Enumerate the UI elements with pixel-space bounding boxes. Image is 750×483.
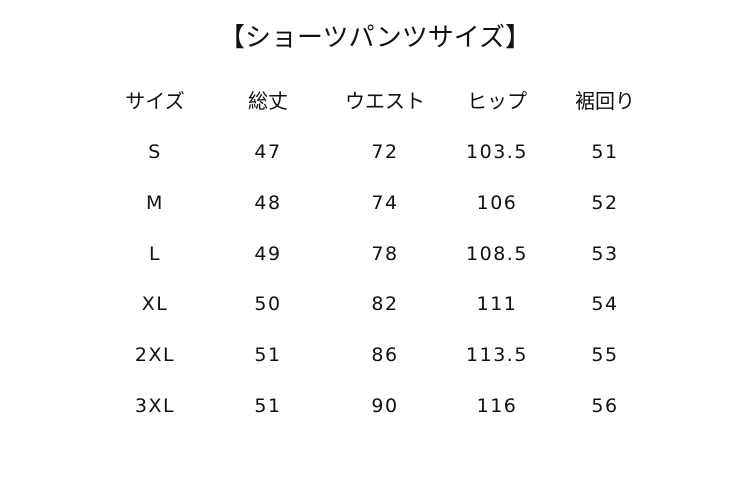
page-title: 【ショーツパンツサイズ】 [218, 23, 531, 53]
cell-waist: 72 [371, 141, 399, 163]
cell-total-length: 51 [254, 344, 282, 366]
column-header-hem: 裾回り [575, 89, 635, 113]
cell-hem: 55 [591, 344, 619, 366]
cell-hip: 103.5 [466, 141, 528, 163]
cell-waist: 90 [371, 395, 399, 417]
cell-waist: 86 [371, 344, 399, 366]
cell-size: 3XL [134, 395, 176, 417]
cell-total-length: 51 [254, 395, 282, 417]
cell-hem: 51 [591, 141, 619, 163]
cell-hem: 54 [591, 293, 619, 315]
cell-total-length: 47 [254, 141, 282, 163]
column-header-total-length: 総丈 [248, 89, 288, 113]
cell-size: XL [141, 293, 169, 315]
cell-hip: 106 [476, 192, 518, 214]
column-header-size: サイズ [125, 89, 185, 113]
cell-size: S [148, 141, 162, 163]
cell-waist: 78 [371, 243, 399, 265]
cell-waist: 82 [371, 293, 399, 315]
cell-hem: 53 [591, 243, 619, 265]
column-header-waist: ウエスト [345, 89, 425, 113]
cell-hem: 56 [591, 395, 619, 417]
cell-hip: 116 [476, 395, 518, 417]
cell-size: 2XL [134, 344, 176, 366]
cell-total-length: 50 [254, 293, 282, 315]
cell-total-length: 48 [254, 192, 282, 214]
cell-total-length: 49 [254, 243, 282, 265]
cell-hip: 111 [476, 293, 518, 315]
cell-hip: 113.5 [466, 344, 528, 366]
cell-size: M [146, 192, 164, 214]
cell-size: L [148, 243, 162, 265]
cell-hem: 52 [591, 192, 619, 214]
column-header-hip: ヒップ [467, 89, 527, 113]
cell-waist: 74 [371, 192, 399, 214]
cell-hip: 108.5 [466, 243, 528, 265]
